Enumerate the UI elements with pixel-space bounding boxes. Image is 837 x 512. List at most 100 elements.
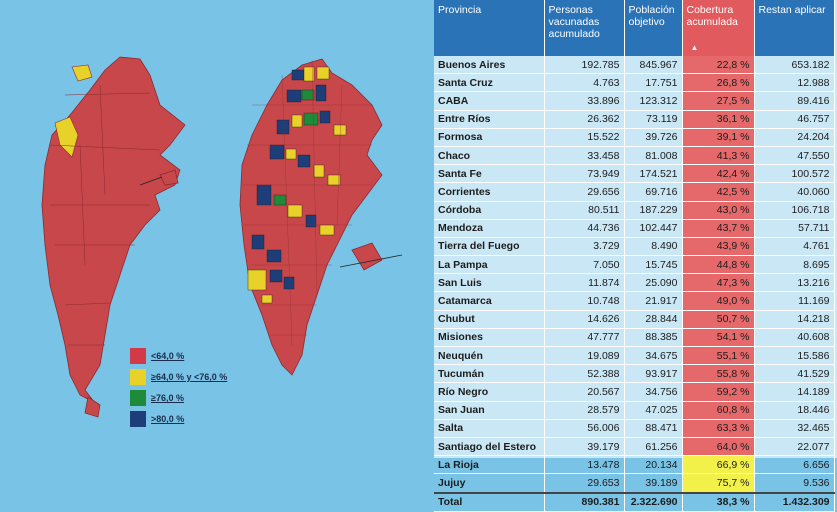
value-cell: 845.967 <box>624 56 683 75</box>
value-cell: 81.008 <box>624 146 683 166</box>
value-cell: 14.189 <box>754 382 835 402</box>
legend-label: ≥64,0 % y <76,0 % <box>151 372 228 382</box>
table-row: Formosa 15.522 39.726 39,1 % 24.204 <box>434 128 835 147</box>
total-value: 1.432.309 <box>754 491 835 512</box>
coverage-cell: 75,7 % <box>682 473 755 493</box>
value-cell: 11.169 <box>754 291 835 311</box>
table-row: Santa Fe 73.949 174.521 42,4 % 100.572 <box>434 164 835 184</box>
value-cell: 41.529 <box>754 364 835 384</box>
value-cell: 15.522 <box>544 128 625 147</box>
table-row: Río Negro 20.567 34.756 59,2 % 14.189 <box>434 382 835 402</box>
column-header[interactable]: Restan aplicar <box>754 0 835 56</box>
table-header-row: Provincia Personas vacunadas acumulado P… <box>434 0 835 56</box>
table-row: Misiones 47.777 88.385 54,1 % 40.608 <box>434 328 835 348</box>
value-cell: 13.478 <box>544 455 625 475</box>
total-value: 2.322.690 <box>624 491 683 512</box>
value-cell: 56.006 <box>544 419 625 438</box>
province-cell: Salta <box>434 419 545 438</box>
coverage-cell: 66,9 % <box>682 455 755 475</box>
province-cell: Tierra del Fuego <box>434 237 545 257</box>
value-cell: 89.416 <box>754 91 835 111</box>
value-cell: 46.757 <box>754 110 835 129</box>
value-cell: 40.608 <box>754 328 835 348</box>
province-cell: Santiago del Estero <box>434 437 545 457</box>
coverage-cell: 60,8 % <box>682 401 755 420</box>
province-cell: Chaco <box>434 146 545 166</box>
province-cell: Santa Cruz <box>434 73 545 93</box>
value-cell: 93.917 <box>624 364 683 384</box>
value-cell: 32.465 <box>754 419 835 438</box>
province-cell: San Juan <box>434 401 545 420</box>
coverage-cell: 43,7 % <box>682 219 755 238</box>
table-row: Tucumán 52.388 93.917 55,8 % 41.529 <box>434 364 835 384</box>
coverage-cell: 55,8 % <box>682 364 755 384</box>
column-header[interactable]: Provincia <box>434 0 545 56</box>
table-row: Mendoza 44.736 102.447 43,7 % 57.711 <box>434 219 835 238</box>
value-cell: 52.388 <box>544 364 625 384</box>
province-cell: Catamarca <box>434 291 545 311</box>
province-cell: La Rioja <box>434 455 545 475</box>
table-row: Neuquén 19.089 34.675 55,1 % 15.586 <box>434 346 835 366</box>
value-cell: 28.844 <box>624 310 683 329</box>
province-cell: Corrientes <box>434 182 545 202</box>
coverage-cell: 41,3 % <box>682 146 755 166</box>
province-cell: Neuquén <box>434 346 545 366</box>
coverage-cell: 44,8 % <box>682 255 755 275</box>
legend-swatch <box>130 390 146 406</box>
maps-panel: <64,0 % ≥64,0 % y <76,0 % ≥76,0 % >80,0 % <box>0 0 430 458</box>
value-cell: 29.653 <box>544 473 625 493</box>
coverage-cell: 63,3 % <box>682 419 755 438</box>
value-cell: 17.751 <box>624 73 683 93</box>
table-row: Catamarca 10.748 21.917 49,0 % 11.169 <box>434 291 835 311</box>
coverage-cell: 42,5 % <box>682 182 755 202</box>
column-header[interactable]: Personas vacunadas acumulado <box>544 0 625 56</box>
sort-ascending-icon: ▲ <box>690 43 699 52</box>
value-cell: 73.119 <box>624 110 683 129</box>
province-cell: Formosa <box>434 128 545 147</box>
value-cell: 653.182 <box>754 56 835 75</box>
province-cell: La Pampa <box>434 255 545 275</box>
table-row: Tierra del Fuego 3.729 8.490 43,9 % 4.761 <box>434 237 835 257</box>
value-cell: 39.179 <box>544 437 625 457</box>
value-cell: 73.949 <box>544 164 625 184</box>
column-header-label: Cobertura acumulada <box>686 4 738 28</box>
coverage-table: Provincia Personas vacunadas acumulado P… <box>434 0 835 512</box>
value-cell: 8.695 <box>754 255 835 275</box>
table-row: La Rioja 13.478 20.134 66,9 % 6.656 <box>434 455 835 475</box>
value-cell: 29.656 <box>544 182 625 202</box>
value-cell: 12.988 <box>754 73 835 93</box>
province-cell: CABA <box>434 91 545 111</box>
province-cell: Chubut <box>434 310 545 329</box>
coverage-cell: 54,1 % <box>682 328 755 348</box>
value-cell: 47.025 <box>624 401 683 420</box>
value-cell: 88.385 <box>624 328 683 348</box>
value-cell: 88.471 <box>624 419 683 438</box>
coverage-cell: 55,1 % <box>682 346 755 366</box>
value-cell: 57.711 <box>754 219 835 238</box>
table-row: CABA 33.896 123.312 27,5 % 89.416 <box>434 91 835 111</box>
value-cell: 25.090 <box>624 273 683 293</box>
value-cell: 13.216 <box>754 273 835 293</box>
value-cell: 20.567 <box>544 382 625 402</box>
value-cell: 174.521 <box>624 164 683 184</box>
value-cell: 100.572 <box>754 164 835 184</box>
total-value: 890.381 <box>544 491 625 512</box>
province-cell: San Luis <box>434 273 545 293</box>
value-cell: 4.763 <box>544 73 625 93</box>
total-value: 38,3 % <box>682 491 755 512</box>
value-cell: 15.745 <box>624 255 683 275</box>
value-cell: 14.626 <box>544 310 625 329</box>
province-cell: Mendoza <box>434 219 545 238</box>
table-row: Córdoba 80.511 187.229 43,0 % 106.718 <box>434 201 835 220</box>
coverage-cell: 59,2 % <box>682 382 755 402</box>
legend-label: >80,0 % <box>151 414 185 424</box>
column-header[interactable]: Población objetivo <box>624 0 683 56</box>
value-cell: 14.218 <box>754 310 835 329</box>
value-cell: 8.490 <box>624 237 683 257</box>
value-cell: 9.536 <box>754 473 835 493</box>
value-cell: 34.756 <box>624 382 683 402</box>
table-row: Jujuy 29.653 39.189 75,7 % 9.536 <box>434 473 835 493</box>
column-header-sorted[interactable]: Cobertura acumulada ▲ <box>682 0 755 56</box>
value-cell: 39.189 <box>624 473 683 493</box>
value-cell: 69.716 <box>624 182 683 202</box>
